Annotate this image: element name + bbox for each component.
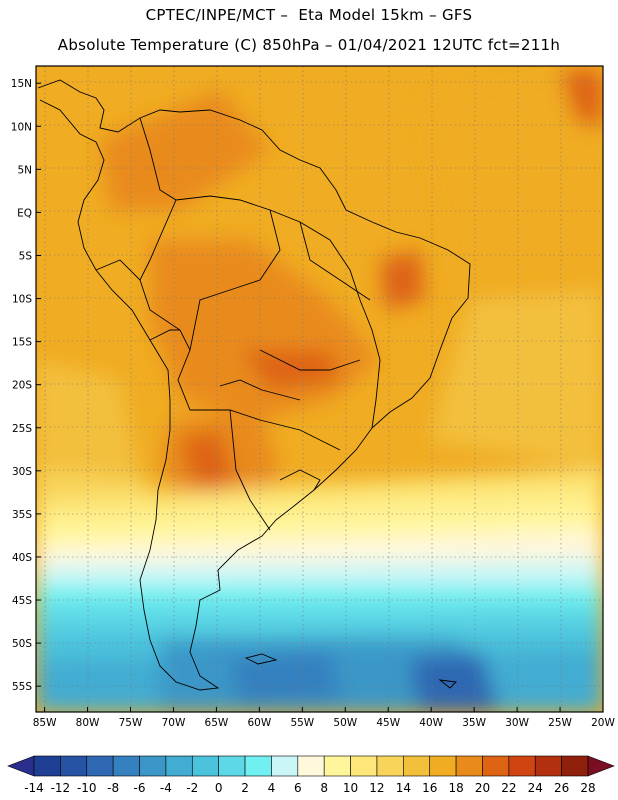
lat-tick-label: 25S (12, 423, 32, 435)
lon-tick-label: 85W (33, 717, 57, 729)
colorbar-level-label: 16 (422, 781, 437, 795)
lon-tick-label: 40W (419, 717, 443, 729)
lon-tick-label: 75W (119, 717, 143, 729)
lat-tick-label: 35S (12, 509, 32, 521)
lon-tick-label: 45W (376, 717, 400, 729)
colorbar-level-label: -10 (77, 781, 97, 795)
temperature-field (36, 66, 603, 712)
lat-tick-label: 20S (12, 380, 32, 392)
colorbar-level-label: 20 (475, 781, 490, 795)
colorbar-level-label: -8 (107, 781, 119, 795)
colorbar-level-label: 8 (320, 781, 328, 795)
colorbar-under-arrow (7, 755, 35, 777)
lon-tick-label: 30W (505, 717, 529, 729)
colorbar-swatch (218, 755, 246, 777)
lat-tick-label: 15N (11, 78, 32, 90)
colorbar-swatch (455, 755, 483, 777)
lat-tick-label: 40S (12, 552, 32, 564)
lat-tick-label: 50S (12, 638, 32, 650)
colorbar-swatch (271, 755, 299, 777)
colorbar-level-label: -12 (51, 781, 71, 795)
map-subtitle: Absolute Temperature (C) 850hPa – 01/04/… (57, 36, 561, 54)
colorbar-level-label: 24 (528, 781, 543, 795)
colorbar (7, 755, 615, 777)
colorbar-swatch (534, 755, 562, 777)
lon-tick-label: 20W (591, 717, 615, 729)
lat-tick-label: 45S (12, 595, 32, 607)
lon-tick-label: 50W (333, 717, 357, 729)
lat-tick-label: 5S (19, 250, 33, 262)
colorbar-swatch (376, 755, 404, 777)
lon-tick-label: 65W (205, 717, 229, 729)
colorbar-swatch (244, 755, 272, 777)
colorbar-swatch (323, 755, 351, 777)
lat-tick-label: EQ (17, 207, 32, 219)
gridlines (36, 66, 603, 712)
colorbar-swatch (350, 755, 378, 777)
colorbar-swatch (561, 755, 589, 777)
colorbar-swatch (429, 755, 457, 777)
colorbar-level-label: 10 (343, 781, 358, 795)
colorbar-swatch (33, 755, 61, 777)
colorbar-level-label: 26 (554, 781, 569, 795)
lat-tick-label: 15S (12, 337, 32, 349)
colorbar-level-label: -2 (186, 781, 198, 795)
lon-tick-label: 60W (247, 717, 271, 729)
map-title: CPTEC/INPE/MCT – Eta Model 15km – GFS (145, 6, 473, 24)
lat-tick-label: 55S (12, 681, 32, 693)
colorbar-level-label: 22 (501, 781, 516, 795)
colorbar-swatch (191, 755, 219, 777)
colorbar-level-label: -6 (134, 781, 146, 795)
lat-tick-label: 30S (12, 466, 32, 478)
lon-tick-label: 25W (548, 717, 572, 729)
lon-tick-label: 80W (76, 717, 100, 729)
colorbar-level-label: 18 (448, 781, 463, 795)
colorbar-over-arrow (587, 755, 615, 777)
colorbar-level-label: -14 (24, 781, 44, 795)
lon-tick-label: 55W (290, 717, 314, 729)
colorbar-swatch (297, 755, 325, 777)
colorbar-swatch (508, 755, 536, 777)
colorbar-swatch (165, 755, 193, 777)
colorbar-level-label: -4 (160, 781, 172, 795)
lat-tick-label: 10N (11, 121, 32, 133)
colorbar-swatch (403, 755, 431, 777)
lat-tick-label: 10S (12, 294, 32, 306)
colorbar-swatch (60, 755, 88, 777)
colorbar-swatch (112, 755, 140, 777)
colorbar-level-label: 0 (215, 781, 223, 795)
lon-tick-label: 35W (462, 717, 486, 729)
coastlines (37, 79, 471, 691)
colorbar-level-label: 28 (580, 781, 595, 795)
colorbar-level-label: 6 (294, 781, 302, 795)
lat-tick-label: 5N (17, 164, 32, 176)
colorbar-level-label: 14 (396, 781, 411, 795)
colorbar-level-label: 4 (268, 781, 276, 795)
colorbar-swatch (86, 755, 114, 777)
colorbar-swatch (139, 755, 167, 777)
colorbar-level-label: 12 (369, 781, 384, 795)
lon-tick-label: 70W (162, 717, 186, 729)
colorbar-swatch (482, 755, 510, 777)
colorbar-level-label: 2 (241, 781, 249, 795)
